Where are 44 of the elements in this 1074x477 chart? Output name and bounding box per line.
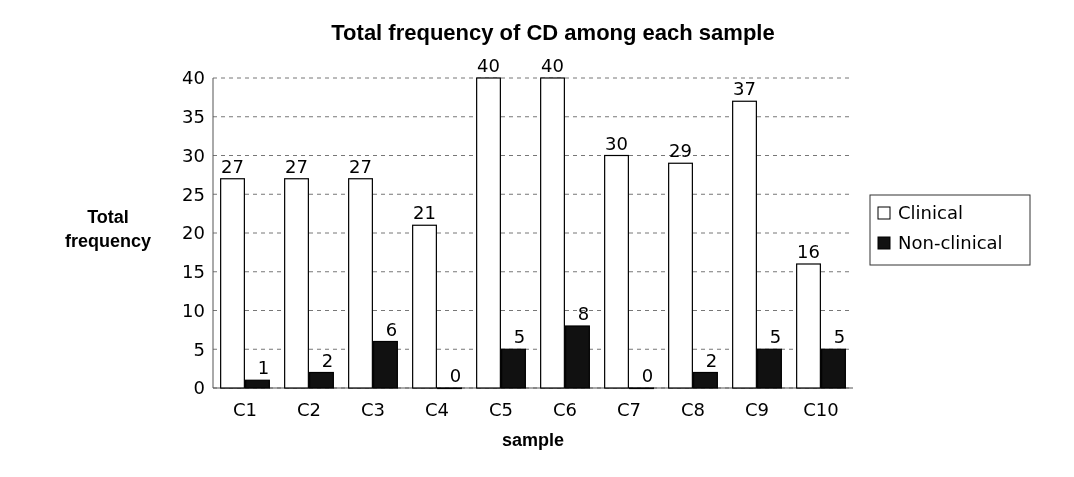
y-tick-label: 30 xyxy=(182,144,205,166)
data-label: 1 xyxy=(257,357,270,379)
y-tick-label: 0 xyxy=(193,377,205,399)
x-axis-title: sample xyxy=(501,430,565,450)
data-label: 2 xyxy=(321,349,334,371)
y-axis-title: Total frequency xyxy=(64,207,152,251)
x-tick-label: C6 xyxy=(552,399,578,420)
data-label: 30 xyxy=(605,132,628,154)
data-label: 21 xyxy=(413,202,436,224)
x-tick-label: C7 xyxy=(616,399,642,420)
data-label: 8 xyxy=(577,303,590,324)
data-label: 29 xyxy=(669,140,692,162)
data-label: 37 xyxy=(733,78,756,100)
data-label: 0 xyxy=(449,365,462,386)
x-tick-label: C1 xyxy=(232,399,258,420)
y-tick-label: 35 xyxy=(182,106,205,128)
x-tick-label: C10 xyxy=(803,399,839,420)
y-tick-label: 5 xyxy=(193,338,205,360)
data-label: 5 xyxy=(513,326,526,348)
chart-title: Total frequency of CD among each sample xyxy=(331,20,775,45)
data-label: 5 xyxy=(769,326,782,348)
data-label: 16 xyxy=(797,241,820,262)
y-tick-label: 20 xyxy=(182,222,205,244)
y-tick-label: 15 xyxy=(182,261,205,283)
data-label: 0 xyxy=(641,365,654,386)
x-tick-label: C8 xyxy=(680,399,706,420)
x-tick-label: C3 xyxy=(360,399,386,420)
data-label: 2 xyxy=(705,349,718,371)
data-label: 6 xyxy=(385,318,398,340)
data-label: 27 xyxy=(349,155,372,177)
data-label: 40 xyxy=(477,55,500,76)
data-label: 27 xyxy=(285,155,308,177)
data-label: 40 xyxy=(541,55,564,76)
y-tick-label: 40 xyxy=(182,67,205,89)
x-tick-label: C9 xyxy=(744,399,770,420)
data-label: 5 xyxy=(833,326,846,348)
x-tick-label: C4 xyxy=(424,399,450,420)
legend-label: Non-clinical xyxy=(898,232,1003,254)
data-label: 27 xyxy=(221,155,244,177)
legend-label: Clinical xyxy=(898,202,963,224)
y-tick-label: 10 xyxy=(182,299,205,321)
x-tick-label: C2 xyxy=(296,399,322,420)
y-tick-label: 25 xyxy=(182,183,205,205)
x-tick-label: C5 xyxy=(488,399,514,420)
